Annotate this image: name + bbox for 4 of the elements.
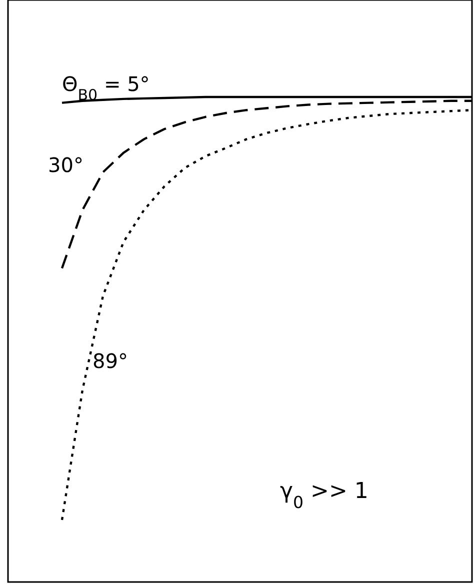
series-label: 30° [48,153,84,178]
series-label: Θ$_{B0}$ = 5° [62,72,150,104]
annotation: γ$_{0}$ >> 1 [280,479,368,512]
series-label: 89° [92,348,128,373]
